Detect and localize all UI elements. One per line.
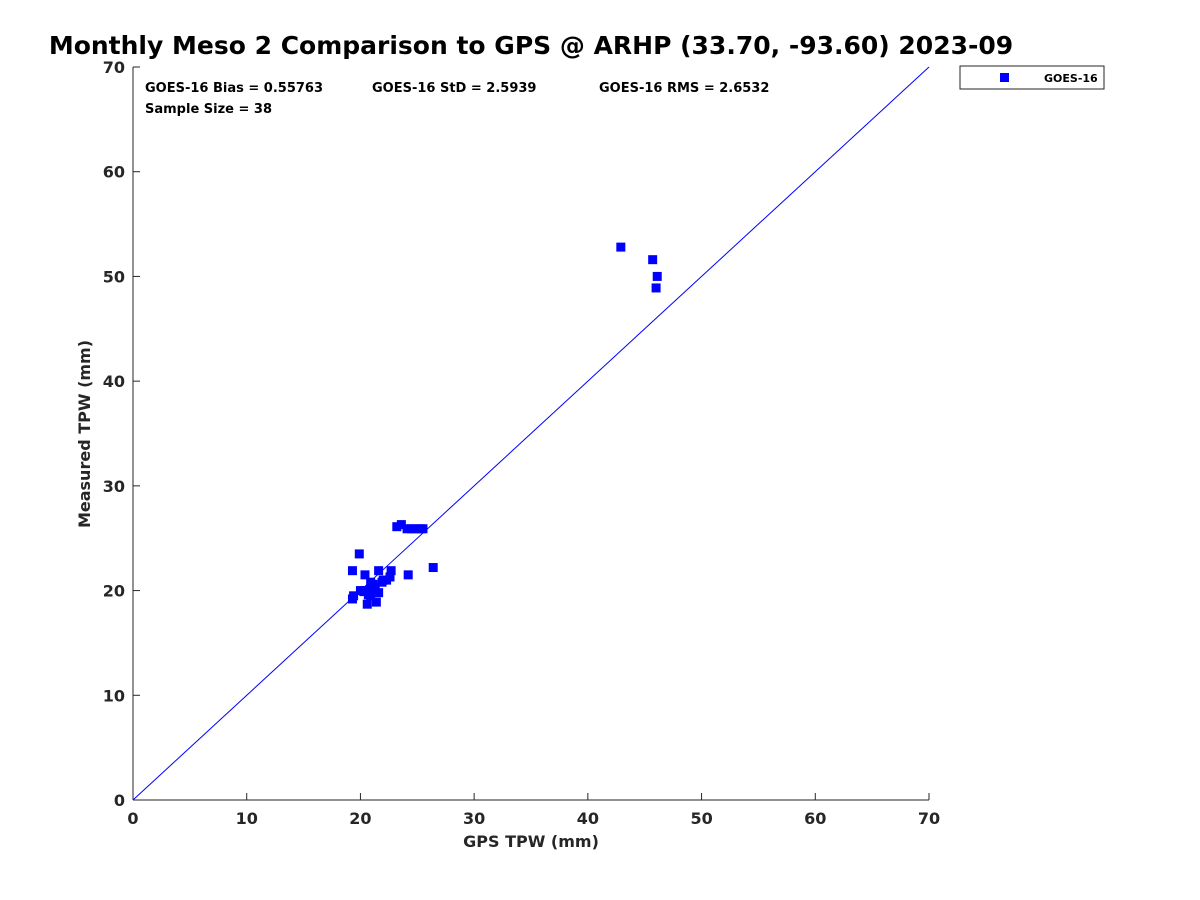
data-point	[371, 597, 381, 607]
data-point	[347, 566, 357, 576]
data-point	[370, 582, 380, 592]
data-point	[396, 520, 406, 530]
bias-stat: GOES-16 Bias = 0.55763	[145, 81, 323, 96]
y-axis-ticks: 0 10 20 30 40 50 60 70	[103, 58, 140, 810]
y-tick-label: 30	[103, 477, 125, 496]
data-point	[418, 524, 428, 534]
y-tick-label: 0	[114, 791, 125, 810]
y-axis-label: Measured TPW (mm)	[75, 340, 94, 528]
plot-area	[132, 66, 930, 801]
y-tick-label: 20	[103, 582, 125, 601]
reference-line-group	[132, 66, 930, 801]
data-point	[374, 566, 384, 576]
y-tick-label: 50	[103, 267, 125, 286]
data-point	[374, 588, 384, 598]
x-tick-label: 50	[690, 809, 712, 828]
x-tick-label: 60	[804, 809, 826, 828]
data-point	[359, 587, 369, 597]
chart-title: Monthly Meso 2 Comparison to GPS @ ARHP …	[49, 31, 1013, 60]
data-point	[362, 599, 372, 609]
data-point	[378, 575, 388, 585]
x-tick-label: 40	[577, 809, 599, 828]
x-tick-label: 0	[127, 809, 138, 828]
data-point	[347, 594, 357, 604]
data-point	[651, 283, 661, 293]
data-point	[392, 522, 402, 532]
legend-marker-square	[1000, 73, 1009, 82]
data-point	[403, 570, 413, 580]
x-tick-label: 10	[236, 809, 258, 828]
y-tick-label: 40	[103, 372, 125, 391]
rms-stat: GOES-16 RMS = 2.6532	[599, 81, 769, 96]
y-tick-label: 70	[103, 58, 125, 77]
one-to-one-line	[132, 66, 930, 801]
y-tick-label: 60	[103, 163, 125, 182]
std-stat: GOES-16 StD = 2.5939	[372, 81, 536, 96]
sample-size-stat: Sample Size = 38	[145, 102, 272, 117]
legend: GOES-16	[959, 65, 1105, 90]
data-point	[354, 549, 364, 559]
x-tick-label: 30	[463, 809, 485, 828]
data-point	[411, 524, 421, 534]
x-tick-label: 70	[918, 809, 940, 828]
legend-entry-goes-16: GOES-16	[1044, 72, 1098, 85]
data-point	[386, 566, 396, 576]
legend-box	[959, 65, 1105, 90]
data-point	[407, 524, 417, 534]
data-point	[652, 271, 662, 281]
x-tick-label: 20	[349, 809, 371, 828]
data-point	[648, 255, 658, 265]
y-tick-label: 10	[103, 686, 125, 705]
data-point	[616, 242, 626, 252]
x-axis-label: GPS TPW (mm)	[463, 832, 599, 851]
data-point	[428, 563, 438, 573]
data-points	[347, 242, 662, 609]
data-point	[360, 570, 370, 580]
data-point	[402, 524, 412, 534]
x-axis-ticks: 0 10 20 30 40 50 60 70	[127, 793, 940, 828]
